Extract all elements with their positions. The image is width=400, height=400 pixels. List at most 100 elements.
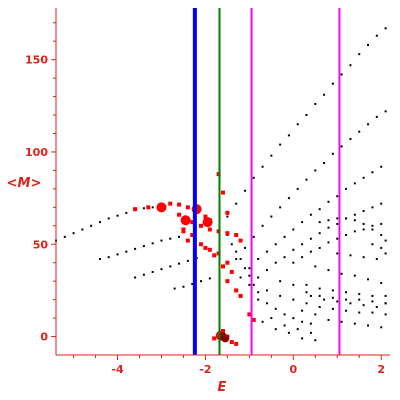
- x-tick-label: -2: [199, 363, 211, 376]
- point-red: [238, 238, 243, 243]
- x-axis-title: E: [218, 380, 227, 395]
- point-black: [305, 302, 308, 305]
- point-black: [345, 187, 348, 190]
- point-black: [375, 34, 378, 37]
- point-black: [318, 221, 321, 224]
- point-black: [279, 280, 282, 283]
- point-red: [251, 317, 256, 322]
- point-red: [225, 210, 230, 215]
- point-black: [349, 302, 352, 305]
- point-black: [292, 228, 295, 231]
- point-black: [142, 207, 145, 210]
- point-black: [327, 200, 330, 203]
- point-black: [371, 224, 374, 227]
- point-red: [203, 245, 208, 250]
- point-black: [353, 274, 356, 277]
- point-black: [248, 267, 251, 270]
- point-black: [380, 222, 383, 225]
- point-black: [362, 228, 365, 231]
- point-black: [380, 165, 383, 168]
- point-black: [375, 115, 378, 118]
- point-black: [301, 337, 304, 340]
- point-black: [323, 93, 326, 96]
- point-black: [331, 152, 334, 155]
- point-black: [72, 232, 75, 235]
- point-black: [353, 219, 356, 222]
- point-red: [185, 238, 190, 243]
- y-tick-label: 0: [40, 331, 48, 344]
- point-black: [301, 221, 304, 224]
- point-black: [169, 237, 172, 240]
- point-red: [177, 202, 182, 207]
- point-black: [309, 331, 312, 334]
- point-black: [327, 318, 330, 321]
- point-black: [305, 291, 308, 294]
- point-black: [90, 224, 93, 227]
- point-red: [207, 227, 212, 232]
- point-red: [199, 223, 204, 228]
- point-red: [203, 214, 208, 219]
- point-black: [340, 272, 343, 275]
- point-black: [318, 208, 321, 211]
- point-black: [274, 307, 277, 310]
- point-black: [235, 250, 238, 253]
- point-black: [384, 110, 387, 113]
- point-black: [358, 293, 361, 296]
- point-black: [186, 259, 189, 262]
- point-black: [318, 287, 321, 290]
- point-black: [182, 285, 185, 288]
- point-black: [301, 320, 304, 323]
- point-black: [265, 289, 268, 292]
- point-black: [125, 211, 128, 214]
- point-black: [252, 176, 255, 179]
- point-black: [309, 294, 312, 297]
- x-tick-label: 2: [377, 363, 385, 376]
- point-black: [208, 277, 211, 280]
- point-black: [314, 339, 317, 342]
- point-black: [178, 262, 181, 265]
- point-black: [279, 143, 282, 146]
- point-black: [331, 289, 334, 292]
- point-black: [178, 235, 181, 238]
- point-black: [358, 311, 361, 314]
- point-black: [380, 246, 383, 249]
- point-red: [146, 205, 151, 210]
- point-black: [169, 265, 172, 268]
- point-black: [380, 202, 383, 205]
- point-black: [265, 302, 268, 305]
- point-black: [116, 253, 119, 256]
- point-black: [270, 317, 273, 320]
- point-black: [331, 296, 334, 299]
- point-black: [257, 291, 260, 294]
- point-black: [230, 243, 233, 246]
- point-black: [257, 276, 260, 279]
- point-red-large: [156, 202, 167, 213]
- point-red: [212, 253, 217, 258]
- point-black: [292, 317, 295, 320]
- point-black: [296, 123, 299, 126]
- point-red: [185, 205, 190, 210]
- point-black: [336, 237, 339, 240]
- point-black: [160, 239, 163, 242]
- point-black: [257, 258, 260, 261]
- point-black: [274, 328, 277, 331]
- point-red: [181, 227, 186, 232]
- point-red-large: [202, 217, 213, 228]
- point-black: [353, 230, 356, 233]
- point-black: [235, 202, 238, 205]
- point-black: [301, 256, 304, 259]
- point-black: [274, 243, 277, 246]
- point-black: [226, 215, 229, 218]
- point-red: [225, 279, 230, 284]
- point-black: [371, 300, 374, 303]
- point-black: [318, 306, 321, 309]
- point-black: [292, 283, 295, 286]
- point-black: [323, 162, 326, 165]
- point-black: [279, 206, 282, 209]
- point-black: [349, 254, 352, 257]
- point-black: [371, 311, 374, 314]
- point-black: [384, 239, 387, 242]
- point-black: [345, 234, 348, 237]
- point-black: [301, 309, 304, 312]
- point-dark-red: [221, 334, 230, 343]
